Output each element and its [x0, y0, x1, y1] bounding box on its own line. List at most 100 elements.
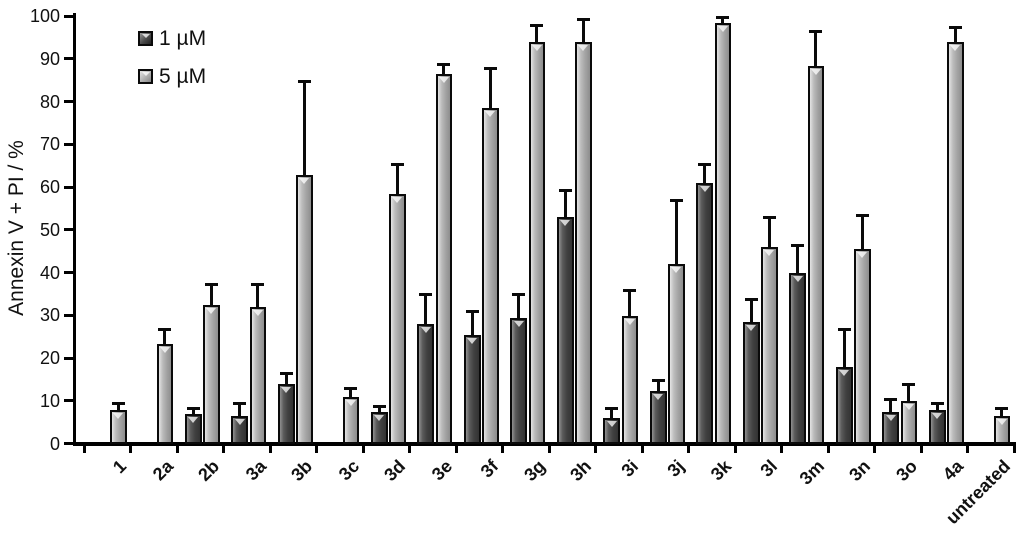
- error-bar-cap: [483, 66, 497, 70]
- error-bar-line: [535, 25, 539, 45]
- error-bar-cap: [762, 216, 776, 220]
- error-bar-cap: [995, 406, 1009, 410]
- error-bar-cap: [930, 402, 944, 406]
- x-axis-label-3i: 3i: [617, 456, 642, 481]
- bar-top-highlight: [578, 45, 589, 52]
- x-axis-label-3e: 3e: [427, 456, 456, 485]
- bar-top-highlight: [159, 346, 170, 353]
- bar-top-highlight: [857, 252, 868, 259]
- x-axis-tick: [966, 444, 969, 453]
- error-bar-cap: [902, 383, 916, 387]
- bar-series1-3l: [742, 322, 760, 444]
- legend-label: 5 µM: [159, 65, 207, 88]
- error-bar-cap: [372, 404, 386, 408]
- error-bar-cap: [651, 378, 665, 382]
- y-axis-tick-label: 80: [39, 91, 60, 112]
- y-axis-tick-label: 70: [39, 134, 60, 155]
- x-axis-tick: [594, 444, 597, 453]
- error-bar-line: [628, 290, 632, 318]
- error-bar-line: [470, 311, 474, 337]
- error-bar-line: [395, 163, 399, 196]
- error-bar-line: [581, 18, 585, 45]
- bar-top-highlight: [420, 327, 431, 334]
- y-axis-tick-label: 50: [39, 219, 60, 240]
- error-bar-line: [424, 294, 428, 327]
- error-bar-line: [349, 388, 353, 399]
- x-axis-label-3l: 3l: [756, 456, 782, 481]
- bar-series1-3h: [556, 217, 574, 444]
- bar-top-highlight: [485, 111, 496, 118]
- y-axis-tick: [64, 57, 73, 61]
- bar-top-highlight: [606, 421, 617, 428]
- bar-series2-2a: [156, 343, 174, 444]
- bar-series2-3e: [435, 74, 453, 444]
- x-axis-label-3a: 3a: [241, 456, 270, 485]
- bar-top-highlight: [653, 393, 664, 400]
- error-bar-cap: [186, 406, 200, 410]
- bar-top-highlight: [392, 196, 403, 203]
- bar-series2-3h: [575, 42, 592, 444]
- error-bar-cap: [530, 24, 544, 28]
- error-bar-line: [860, 215, 864, 252]
- error-bar-line: [563, 189, 567, 220]
- bar-series1-3j: [649, 390, 667, 444]
- x-axis-tick: [454, 444, 458, 453]
- error-bar-line: [796, 245, 800, 275]
- bar-series1-3b: [277, 384, 295, 444]
- x-axis-line: [73, 442, 1016, 446]
- y-axis-tick-label: 10: [39, 390, 60, 411]
- bar-series2-2b: [203, 305, 220, 444]
- bar-top-highlight: [438, 77, 449, 84]
- bar-top-highlight: [903, 404, 914, 411]
- bar-series1-3k: [696, 183, 714, 444]
- error-bar-line: [163, 328, 167, 346]
- x-axis-tick: [733, 444, 737, 453]
- bar-series1-3i: [603, 418, 621, 444]
- y-axis-tick-label: 20: [39, 348, 60, 368]
- error-bar-line: [703, 163, 707, 186]
- error-bar-cap: [512, 293, 526, 297]
- error-bar-cap: [437, 62, 451, 66]
- bar-top-highlight: [839, 370, 850, 377]
- legend-swatch: [138, 69, 153, 84]
- error-bar-cap: [279, 372, 293, 376]
- bar-top-highlight: [234, 419, 245, 426]
- error-bar-line: [302, 80, 306, 177]
- bar-series2-3k: [714, 22, 732, 444]
- x-axis-tick: [687, 444, 690, 453]
- error-bar-cap: [576, 17, 590, 21]
- bar-top-highlight: [996, 419, 1007, 426]
- x-axis-tick: [175, 444, 179, 453]
- bar-top-highlight: [513, 320, 524, 327]
- bar-series1-3f: [463, 334, 481, 444]
- x-axis-label-2b: 2b: [194, 456, 224, 486]
- error-bar-line: [488, 67, 492, 111]
- error-bar-cap: [344, 387, 358, 391]
- x-axis-tick: [873, 444, 876, 453]
- error-bar-line: [209, 283, 213, 308]
- legend-swatch: [138, 31, 153, 46]
- bar-top-highlight: [188, 417, 199, 424]
- bar-top-highlight: [299, 177, 310, 184]
- bar-series2-3d: [389, 193, 406, 444]
- x-axis-label-4a: 4a: [939, 456, 968, 485]
- bar-top-highlight: [206, 308, 217, 315]
- bar-series2-3a: [249, 307, 267, 444]
- error-bar-line: [610, 407, 614, 421]
- error-bar-cap: [465, 310, 479, 314]
- bar-top-highlight: [792, 276, 803, 282]
- error-bar-cap: [948, 26, 962, 30]
- error-bar-line: [238, 403, 242, 419]
- legend-swatch-highlight: [141, 72, 150, 76]
- x-axis-tick: [1012, 444, 1016, 453]
- error-bar-cap: [233, 402, 247, 406]
- x-axis-tick: [268, 444, 272, 453]
- error-bar-cap: [698, 162, 712, 166]
- error-bar-cap: [251, 282, 265, 286]
- legend-label: 1 µM: [159, 27, 207, 50]
- error-bar-cap: [111, 402, 125, 406]
- error-bar-line: [842, 328, 846, 370]
- x-axis-tick: [919, 444, 923, 453]
- error-bar-cap: [744, 297, 758, 301]
